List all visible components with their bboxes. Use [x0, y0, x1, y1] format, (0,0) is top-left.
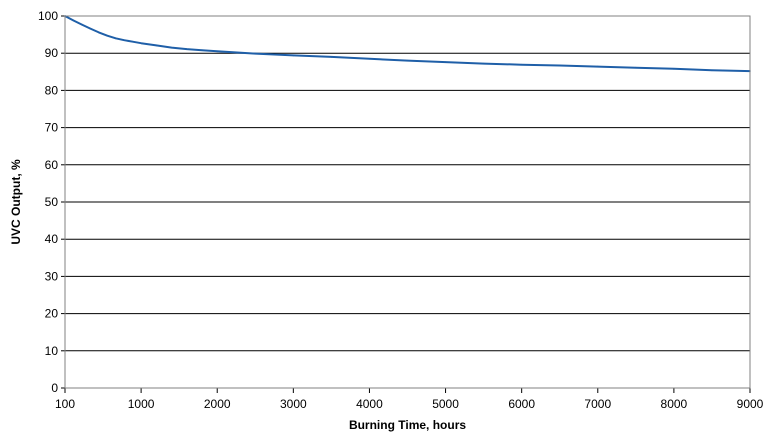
series-layer — [64, 15, 751, 73]
y-tick-label: 30 — [45, 269, 59, 283]
data-point — [444, 61, 447, 63]
y-tick-label: 50 — [45, 195, 59, 209]
data-point — [673, 68, 675, 70]
y-tick-label: 20 — [45, 307, 59, 321]
x-tick-label: 7000 — [584, 397, 611, 411]
data-point — [185, 48, 188, 50]
data-point — [170, 46, 173, 49]
x-tick-label: 1000 — [128, 397, 155, 411]
x-tick-label: 5000 — [432, 397, 459, 411]
data-point — [292, 54, 295, 57]
x-tick-label: 4000 — [356, 397, 383, 411]
y-tick-labels: 0 10 20 30 40 50 60 70 80 90 100 — [38, 9, 58, 395]
data-point — [81, 23, 83, 26]
data-point — [254, 52, 257, 55]
data-point — [123, 39, 125, 41]
x-axis-title: Burning Time, hours — [349, 418, 466, 432]
y-tick-label: 100 — [38, 9, 58, 23]
data-point — [131, 40, 134, 43]
data-point — [216, 50, 219, 53]
data-point — [106, 34, 109, 37]
x-tick-label: 6000 — [508, 397, 535, 411]
data-point — [482, 62, 485, 65]
y-tick-label: 80 — [45, 83, 59, 97]
y-tick-label: 60 — [45, 158, 59, 172]
data-point — [201, 49, 203, 52]
y-tick-label: 10 — [45, 344, 59, 358]
data-point — [596, 65, 599, 68]
y-tick-label: 40 — [45, 232, 59, 246]
grid-layer — [61, 15, 751, 393]
data-point — [140, 42, 142, 44]
x-tick-label: 8000 — [661, 397, 688, 411]
data-point — [89, 27, 92, 30]
data-point — [155, 44, 158, 47]
data-point — [72, 19, 75, 22]
y-axis-title: UVC Output, % — [9, 159, 23, 245]
x-tick-label: 9000 — [737, 397, 764, 411]
data-point — [368, 57, 371, 60]
x-tick-label: 100 — [55, 397, 75, 411]
data-point — [558, 64, 561, 67]
data-point — [406, 59, 409, 62]
data-point — [114, 37, 117, 40]
data-point — [635, 66, 637, 69]
y-tick-label: 90 — [45, 46, 59, 60]
data-point — [330, 56, 333, 58]
y-tick-label: 70 — [45, 121, 59, 135]
plot-frame — [64, 15, 751, 389]
x-tick-label: 2000 — [204, 397, 231, 411]
data-point — [98, 31, 100, 34]
data-point — [520, 63, 523, 66]
series-line — [64, 15, 751, 73]
data-point — [711, 69, 713, 72]
y-tick-label: 0 — [51, 381, 58, 395]
x-tick-labels: 100 1000 2000 3000 4000 5000 6000 7000 8000 9000 — [55, 397, 764, 411]
x-tick-label: 3000 — [280, 397, 307, 411]
